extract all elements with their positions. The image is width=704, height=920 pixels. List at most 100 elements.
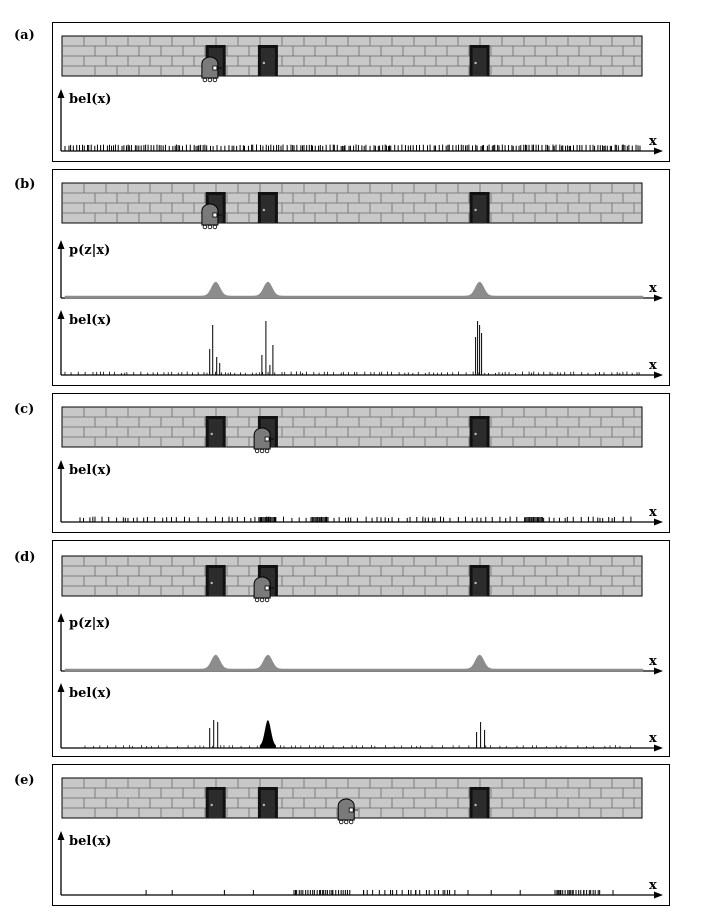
sensor-model-b [64,281,644,299]
door-knob [262,61,266,65]
door-3 [472,790,487,818]
belief-e [145,890,614,895]
door-2 [260,195,275,223]
robot-body [337,798,355,821]
panel-c: bel(x) x [52,393,670,533]
axes-a-belief: bel(x) x [57,89,663,155]
y-axis-label: bel(x) [69,834,111,849]
x-axis-label: x [649,654,657,669]
robot-sensor [212,65,218,71]
panel-b-svg: p(z|x) x bel(x) x [57,182,663,379]
panel-e-svg: bel(x) x [57,777,663,899]
belief-d [84,720,631,748]
robot-wheel [264,448,270,454]
sensor-curve [64,654,644,672]
x-axis-label: x [649,878,657,893]
robot-c [253,427,275,454]
robot-wheel [202,224,208,230]
sensor-model-d [64,654,644,672]
y-axis-arrow [57,460,65,469]
door-knob [210,581,213,585]
door-knob [474,432,477,436]
axes-e-belief: bel(x) x [57,831,663,899]
belief-c [79,516,632,522]
robot-sensor [264,436,270,442]
sensor-curve [64,281,644,299]
robot-wheel [339,819,344,825]
x-axis-label: x [649,134,657,149]
door-knob [474,61,477,65]
door-knob [210,803,213,807]
x-axis-label: x [649,505,657,520]
panel-e: bel(x) x [52,764,670,906]
robot-wheel [207,224,213,230]
x-axis-arrow [654,744,663,752]
x-axis-arrow [654,147,663,155]
robot-wheel [202,77,208,83]
robot-sensor [212,212,218,218]
panel-a-svg: bel(x) x [57,35,663,155]
belief-b [64,321,640,375]
door-2 [260,790,275,818]
y-axis-arrow [57,310,65,319]
robot-wheel [349,819,354,825]
x-axis-arrow [654,518,663,526]
panel-a: bel(x) x [52,22,670,162]
robot-sensor [348,807,354,813]
wall-b [61,182,643,224]
y-axis-label: bel(x) [69,463,111,478]
panel-label-e: (e) [14,773,35,788]
door-3 [472,195,487,223]
door-3 [472,48,487,76]
panel-d: p(z|x) x bel(x) x [52,540,670,757]
robot-wheel [259,448,265,454]
axes-d-belief: bel(x) x [57,683,663,752]
robot-wheel [254,597,260,603]
x-axis-label: x [649,731,657,746]
belief-peak [259,720,276,748]
door-knob [262,208,266,212]
panel-d-svg: p(z|x) x bel(x) x [57,555,663,752]
robot-body [253,427,271,450]
x-axis-arrow [654,294,663,302]
panel-c-svg: bel(x) x [57,406,663,526]
y-axis-arrow [57,831,65,840]
robot-wheel [264,597,270,603]
door-knob [474,803,477,807]
robot-wheel [259,597,265,603]
wall-a [61,35,643,77]
axes-b-belief: bel(x) x [57,310,663,379]
door-knob [474,581,477,585]
panel-label-a: (a) [14,28,35,43]
door-1 [208,419,223,447]
y-axis-arrow [57,683,65,692]
x-axis-arrow [654,667,663,675]
axes-b-sensor: p(z|x) x [57,240,663,302]
panel-label-b: (b) [14,177,36,192]
panel-label-c: (c) [14,402,35,417]
robot-a [201,56,222,83]
robot-sensor [264,585,270,591]
door-knob [262,803,266,807]
panel-b: p(z|x) x bel(x) x [52,169,670,386]
y-axis-label: p(z|x) [69,243,110,258]
robot-e [337,798,359,825]
panel-label-d: (d) [14,550,36,565]
x-axis-label: x [649,281,657,296]
robot-wheel [212,77,218,83]
door-knob [210,432,213,436]
robot-body [201,203,219,226]
y-axis-label: bel(x) [69,313,111,328]
robot-d [253,576,275,603]
wall-d [61,555,643,597]
door-3 [472,568,487,596]
y-axis-label: bel(x) [69,686,111,701]
robot-body [253,576,271,599]
axes-d-sensor: p(z|x) x [57,613,663,675]
door-1 [208,568,223,596]
y-axis-label: bel(x) [69,92,111,107]
y-axis-label: p(z|x) [69,616,110,631]
y-axis-arrow [57,613,65,622]
door-2 [260,48,275,76]
robot-wheel [207,77,213,83]
